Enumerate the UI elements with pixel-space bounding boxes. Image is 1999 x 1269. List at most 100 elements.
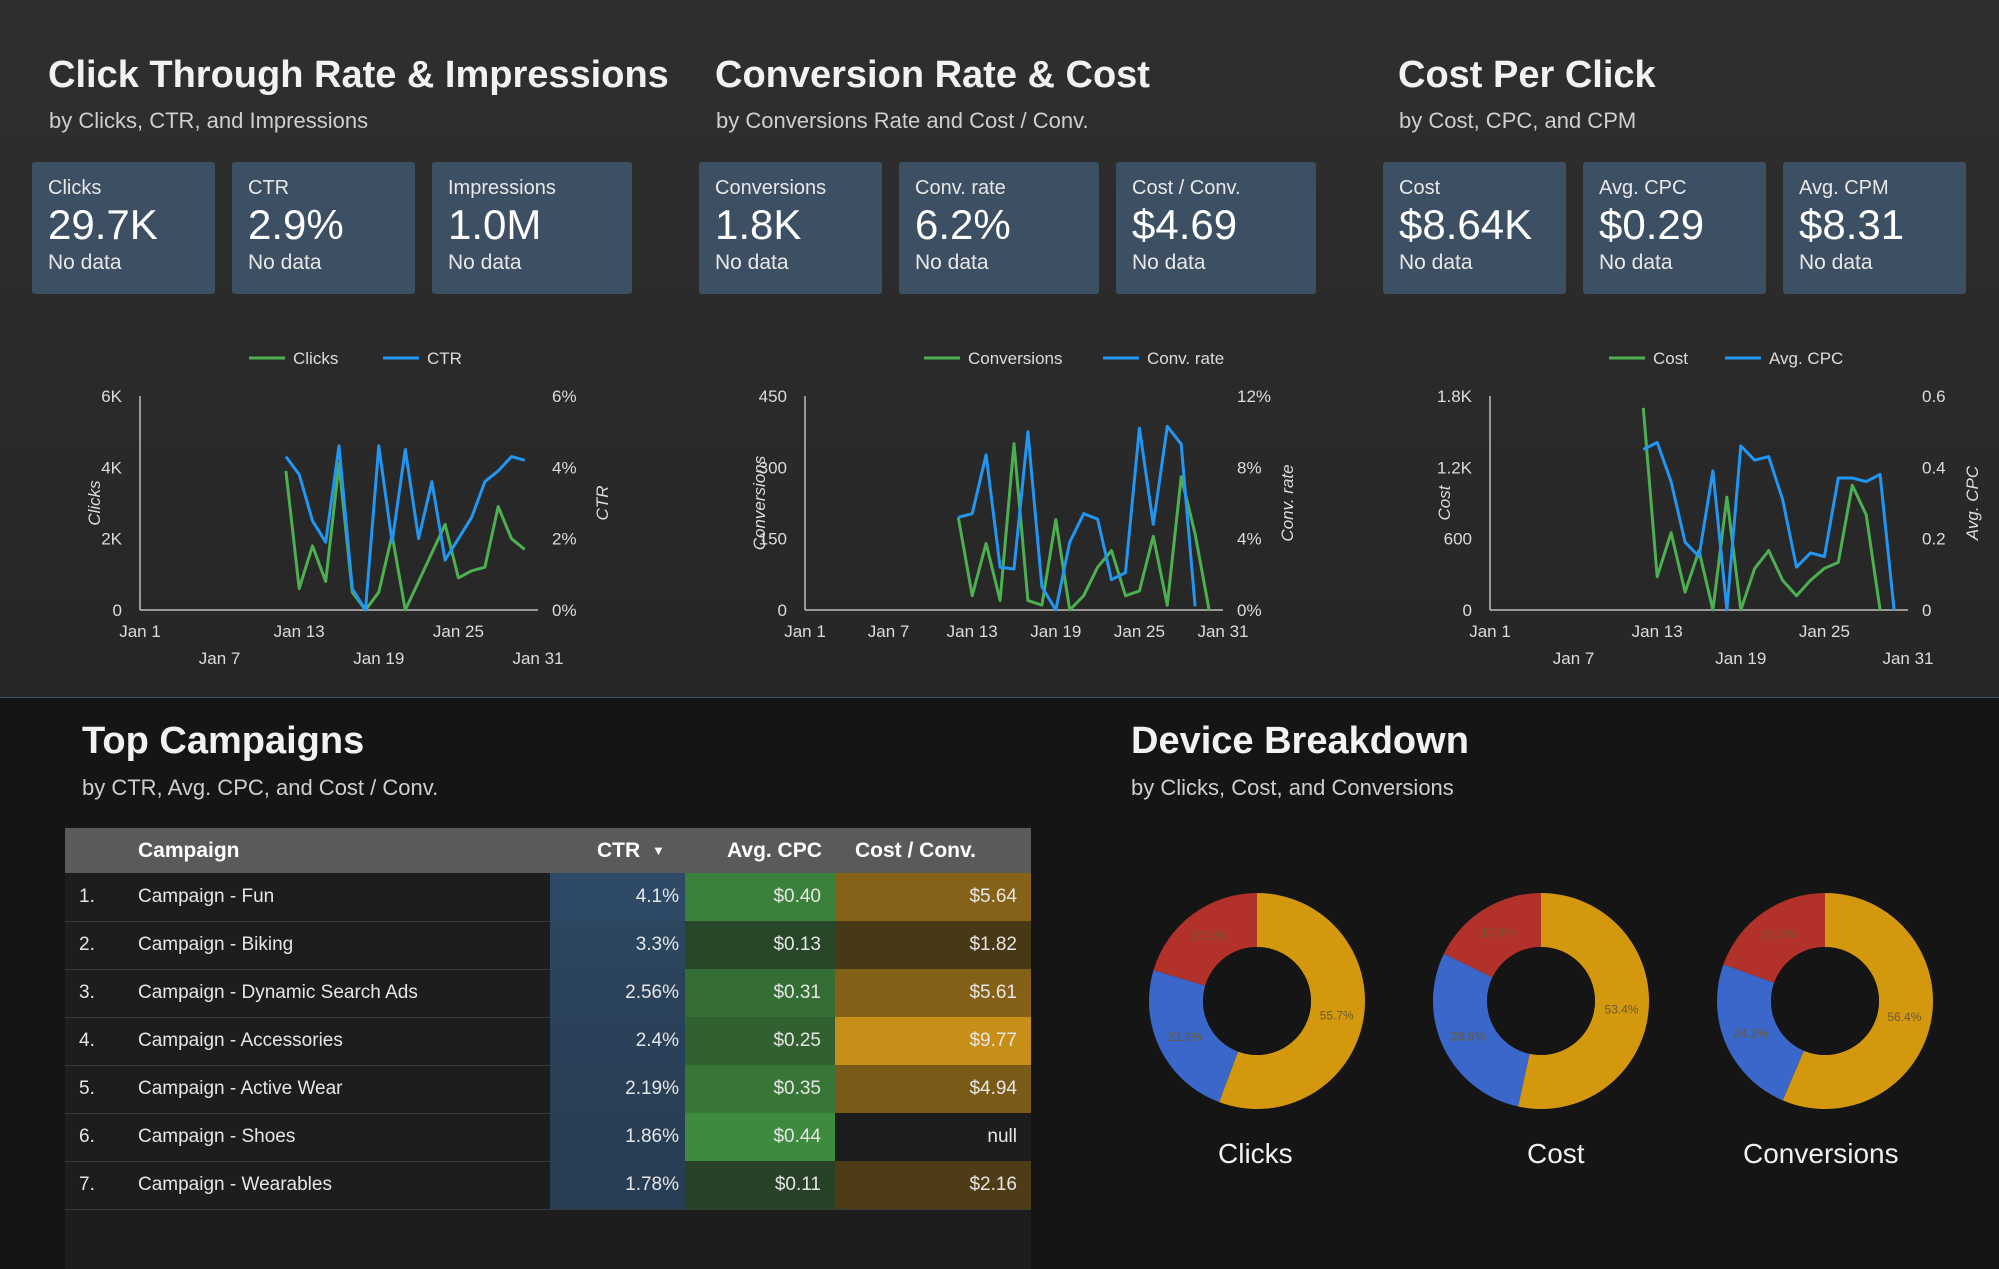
donut-slice[interactable] bbox=[1219, 893, 1365, 1109]
y-tick-label: 0 bbox=[1463, 601, 1472, 620]
chart-legend: Conversions Conv. rate bbox=[924, 349, 1224, 368]
kpi-comparison: No data bbox=[248, 251, 322, 274]
kpi-card-impressions[interactable]: Impressions 1.0M No data bbox=[432, 162, 632, 294]
x-tick-label: Jan 31 bbox=[1197, 622, 1248, 641]
series-line-cost[interactable] bbox=[1641, 407, 1882, 612]
series-line-conv-rate[interactable] bbox=[957, 424, 1197, 612]
cost-per-conv-value: $5.61 bbox=[969, 982, 1017, 1003]
header-ctr-label: CTR bbox=[597, 839, 641, 862]
donut-slice[interactable] bbox=[1518, 893, 1650, 1109]
donut-cost-label: Cost bbox=[1527, 1138, 1585, 1169]
donut-slice[interactable] bbox=[1716, 964, 1804, 1101]
y-tick-label: 4K bbox=[101, 458, 122, 477]
y-right-tick-label: 12% bbox=[1237, 387, 1271, 406]
legend-label[interactable]: Avg. CPC bbox=[1769, 349, 1843, 368]
kpi-label: CTR bbox=[248, 177, 290, 199]
series-line-avg-cpc[interactable] bbox=[1642, 440, 1896, 612]
avg-cpc-heat-cell bbox=[685, 873, 835, 921]
table-row[interactable]: 3. Campaign - Dynamic Search Ads 2.56% $0.3… bbox=[65, 969, 1031, 1018]
series-line-ctr[interactable] bbox=[284, 444, 526, 612]
y-axis-title: Clicks bbox=[85, 480, 104, 526]
table-row[interactable]: 4. Campaign - Accessories 2.4% $0.25 $9.77 bbox=[65, 1017, 1031, 1066]
kpi-label: Cost / Conv. bbox=[1132, 177, 1241, 199]
x-tick-label: Jan 1 bbox=[784, 622, 826, 641]
legend-label[interactable]: CTR bbox=[427, 349, 462, 368]
donut-cost[interactable]: 53.4% 28.8% 17.8% bbox=[1430, 890, 1652, 1117]
kpi-comparison: No data bbox=[1132, 251, 1206, 274]
avg-cpc-value: $0.11 bbox=[774, 1174, 821, 1195]
kpi-label: Conversions bbox=[715, 177, 827, 199]
top-panel bbox=[0, 0, 1999, 698]
conv-section-title: Conversion Rate & Cost bbox=[715, 54, 1150, 96]
ctr-heat-cell bbox=[550, 921, 685, 969]
legend-label[interactable]: Clicks bbox=[293, 349, 338, 368]
cost-per-conv-value: $9.77 bbox=[969, 1030, 1017, 1051]
header-ctr[interactable]: CTR ▼ bbox=[597, 839, 665, 863]
campaign-name: Campaign - Active Wear bbox=[138, 1078, 343, 1099]
donut-slice[interactable] bbox=[1432, 953, 1530, 1107]
kpi-card-conversions[interactable]: Conversions 1.8K No data bbox=[699, 162, 882, 294]
y-tick-label: 6K bbox=[101, 387, 122, 406]
y-right-tick-label: 2% bbox=[552, 530, 577, 549]
kpi-card-clicks[interactable]: Clicks 29.7K No data bbox=[32, 162, 215, 294]
table-row[interactable]: 2. Campaign - Biking 3.3% $0.13 $1.82 bbox=[65, 921, 1031, 970]
donut-slice-label: 56.4% bbox=[1887, 1010, 1921, 1024]
donut-slice[interactable] bbox=[1782, 893, 1933, 1109]
avg-cpc-heat-cell bbox=[685, 1017, 835, 1065]
donut-slice[interactable] bbox=[1153, 893, 1257, 986]
header-avg-cpc[interactable]: Avg. CPC bbox=[727, 839, 822, 862]
table-row[interactable]: 6. Campaign - Shoes 1.86% $0.44 null bbox=[65, 1113, 1031, 1162]
y-tick-label: 1.8K bbox=[1437, 387, 1473, 406]
y-tick-label: 150 bbox=[759, 530, 787, 549]
kpi-value: 1.8K bbox=[715, 201, 802, 248]
table-row[interactable]: 5. Campaign - Active Wear 2.19% $0.35 $4.94 bbox=[65, 1065, 1031, 1114]
kpi-card-conv-rate[interactable]: Conv. rate 6.2% No data bbox=[899, 162, 1099, 294]
cpc-section-subtitle: by Cost, CPC, and CPM bbox=[1399, 108, 1637, 133]
y-axis-title: Conversions bbox=[750, 455, 769, 550]
donut-conversions[interactable]: 56.4% 24.1% 19.5% bbox=[1714, 890, 1936, 1117]
y-right-axis-title: Conv. rate bbox=[1278, 464, 1297, 541]
legend-label[interactable]: Conv. rate bbox=[1147, 349, 1224, 368]
avg-cpc-value: $0.31 bbox=[773, 982, 821, 1003]
header-cost-per-conv[interactable]: Cost / Conv. bbox=[855, 839, 976, 862]
cost-per-click-chart[interactable]: Cost Avg. CPC 0 600 1.2K 1.8K 0 0.2 0.4 0.6 Cost Av… bbox=[1390, 330, 1990, 680]
ctr-value: 1.78% bbox=[625, 1174, 679, 1195]
y-right-tick-label: 4% bbox=[552, 458, 577, 477]
conv-rate-cost-chart[interactable]: Conversions Conv. rate 0 150 300 450 0% 4% 8% 12%… bbox=[705, 330, 1305, 680]
row-number: 6. bbox=[79, 1126, 95, 1147]
avg-cpc-heat-cell bbox=[685, 1065, 835, 1113]
ctr-impressions-chart[interactable]: Clicks CTR 0 2K 4K 6K 0% 2% 4% 6% Clicks CTR Jan 1 Ja… bbox=[40, 330, 630, 680]
cost-per-conv-value: $2.16 bbox=[969, 1174, 1017, 1195]
legend-label[interactable]: Conversions bbox=[968, 349, 1063, 368]
kpi-card-cost[interactable]: Cost $8.64K No data bbox=[1383, 162, 1566, 294]
row-number: 2. bbox=[79, 934, 95, 955]
ctr-heat-cell bbox=[550, 1017, 685, 1065]
kpi-label: Impressions bbox=[448, 177, 556, 199]
avg-cpc-heat-cell bbox=[685, 1113, 835, 1161]
kpi-value: $8.64K bbox=[1399, 201, 1533, 248]
header-campaign[interactable]: Campaign bbox=[138, 839, 240, 862]
line-chart-svg: Conversions Conv. rate 0 150 300 450 0% 4% 8% 12%… bbox=[750, 349, 1297, 641]
y-right-tick-label: 8% bbox=[1237, 458, 1262, 477]
x-tick-label: Jan 19 bbox=[1030, 622, 1081, 641]
kpi-card-cost-per-conv[interactable]: Cost / Conv. $4.69 No data bbox=[1116, 162, 1316, 294]
campaigns-section-title: Top Campaigns bbox=[82, 720, 365, 762]
donut-slice[interactable] bbox=[1149, 970, 1239, 1103]
donut-clicks[interactable]: 55.7% 23.9% 20.5% bbox=[1146, 890, 1368, 1117]
ctr-heat-cell bbox=[550, 873, 685, 921]
table-row[interactable]: 7. Campaign - Wearables 1.78% $0.11 $2.16 bbox=[65, 1161, 1031, 1210]
table-row[interactable]: 1. Campaign - Fun 4.1% $0.40 $5.64 bbox=[65, 873, 1031, 922]
kpi-card-ctr[interactable]: CTR 2.9% No data bbox=[232, 162, 415, 294]
donut-slice[interactable] bbox=[1443, 893, 1541, 978]
kpi-card-avg-cpm[interactable]: Avg. CPM $8.31 No data bbox=[1783, 162, 1966, 294]
series-line-clicks[interactable] bbox=[284, 462, 526, 612]
cost-heat-cell bbox=[835, 921, 1031, 969]
legend-label[interactable]: Cost bbox=[1653, 349, 1688, 368]
ctr-heat-cell bbox=[550, 1113, 685, 1161]
x-tick-label: Jan 31 bbox=[512, 649, 563, 668]
donut-slice[interactable] bbox=[1723, 893, 1825, 983]
kpi-card-avg-cpc[interactable]: Avg. CPC $0.29 No data bbox=[1583, 162, 1766, 294]
series-line-conversions[interactable] bbox=[956, 442, 1211, 612]
kpi-comparison: No data bbox=[1399, 251, 1473, 274]
ctr-heat-cell bbox=[550, 1161, 685, 1209]
